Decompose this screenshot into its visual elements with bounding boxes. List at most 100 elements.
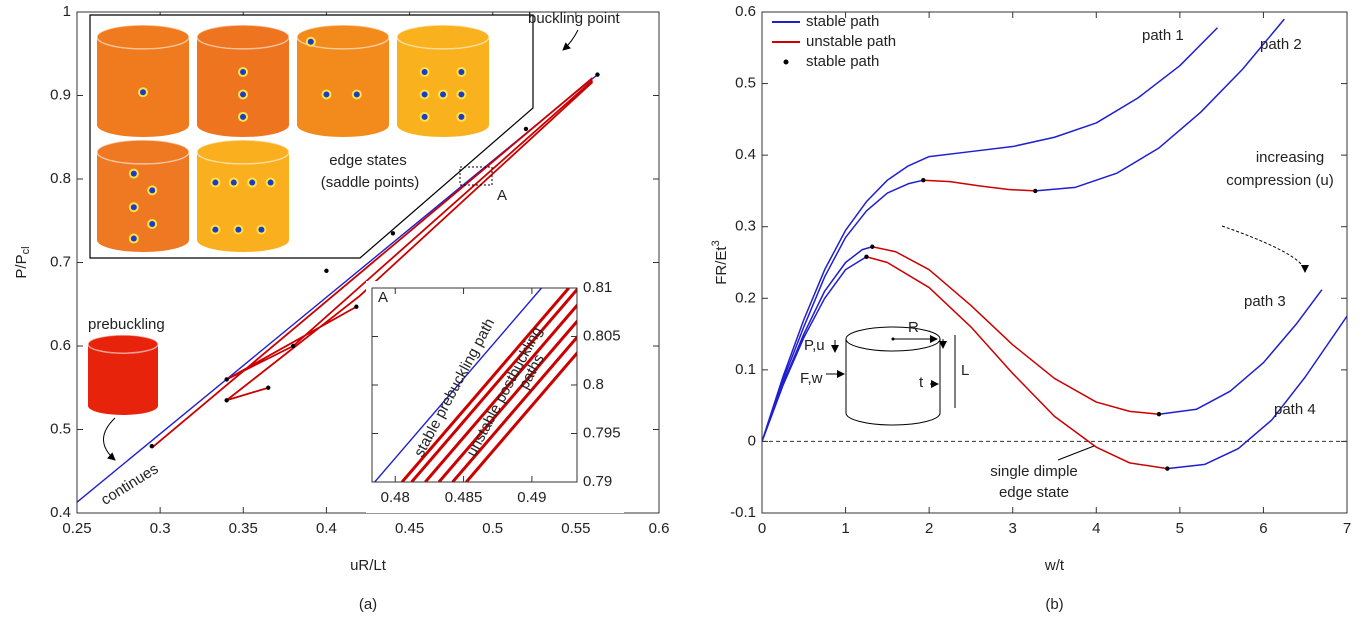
x-tick-label: 0 [758,520,766,537]
point [595,72,599,76]
legend-marker [784,60,789,65]
dimple [149,221,155,227]
annotation: prebuckling [88,316,165,333]
y-tick-label: 0.6 [735,3,756,20]
x-axis-label: uR/Lt [350,557,387,574]
y-tick-label: 0.8 [583,376,604,393]
y-axis-label: P/Pcl [13,246,32,278]
annotation: path 1 [1142,27,1184,44]
point [1033,189,1037,193]
y-tick-label: 0.6 [50,337,71,354]
y-tick-label: -0.1 [730,504,756,521]
cylinder-image [297,25,389,137]
dimple [440,91,446,97]
y-tick-label: 0.805 [583,327,621,344]
diagram-label: P,u [804,337,825,354]
legend-label: stable path [806,13,879,30]
panel-a: 0.250.30.350.40.450.50.550.60.40.50.60.7… [13,3,669,613]
dimple [458,69,464,75]
cylinder-top [397,25,489,49]
y-label-sup: 3 [710,240,722,246]
y-tick-label: 0.1 [735,361,756,378]
dimple [131,171,137,177]
x-tick-label: 6 [1259,520,1267,537]
point [291,344,295,348]
annotation: compression (u) [1226,172,1334,189]
x-tick-label: 0.55 [561,520,590,537]
cylinder-image [197,25,289,137]
point [864,255,868,259]
point [354,305,358,309]
y-tick-label: 0.3 [735,218,756,235]
x-tick-label: 0.35 [229,520,258,537]
cylinder-body [397,37,489,137]
point [391,231,395,235]
point [870,245,874,249]
cylinder-image [97,140,189,252]
dimple [231,180,237,186]
x-tick-label: 0.4 [316,520,337,537]
y-tick-label: 0.8 [50,170,71,187]
dimple [131,204,137,210]
x-tick-label: 0.49 [517,489,546,506]
point [524,127,528,131]
dimple [240,91,246,97]
y-label-main: FR/Et [713,246,730,285]
x-tick-label: 5 [1176,520,1184,537]
annotation: buckling point [528,10,621,27]
dimple [212,180,218,186]
plot-area [762,12,1347,513]
x-tick-label: 0.25 [62,520,91,537]
x-tick-label: 2 [925,520,933,537]
dimple [422,91,428,97]
annotation: edge states [329,152,407,169]
dimple [268,180,274,186]
dimple [149,187,155,193]
annotation: (saddle points) [321,174,419,191]
x-tick-label: 1 [841,520,849,537]
cylinder-body [97,37,189,137]
y-tick-label: 0.2 [735,289,756,306]
annotation: path 4 [1274,401,1316,418]
y-tick-label: 0.81 [583,279,612,296]
x-tick-label: 3 [1009,520,1017,537]
cylinder-image [397,25,489,137]
point [224,398,228,402]
diagram-label: F,w [800,370,823,387]
x-tick-label: 0.3 [150,520,171,537]
dimple [422,114,428,120]
point [1165,466,1169,470]
y-label-sub: cl [20,246,32,254]
dimple [458,114,464,120]
dot [892,338,895,341]
x-tick-label: 0.5 [482,520,503,537]
point [921,178,925,182]
x-tick-label: 0.48 [381,489,410,506]
dimple [354,91,360,97]
y-tick-label: 0 [748,432,756,449]
point [1157,412,1161,416]
dimple [323,91,329,97]
x-tick-label: 4 [1092,520,1100,537]
cylinder-top [197,140,289,164]
x-axis-label: w/t [1044,557,1065,574]
cylinder-top [197,25,289,49]
annotation: path 3 [1244,293,1286,310]
dimple [422,69,428,75]
dimple [212,227,218,233]
legend-label: unstable path [806,33,896,50]
cylinder-top [97,140,189,164]
cylinder-top [97,25,189,49]
annotation: edge state [999,484,1069,501]
annotation: single dimple [990,463,1078,480]
dimple [458,91,464,97]
cylinder-body [88,344,158,415]
cylinder-image [88,335,158,415]
cylinder-body [197,152,289,252]
cylinder-image [97,25,189,137]
y-tick-label: 1 [63,3,71,20]
dimple [140,89,146,95]
point [150,444,154,448]
x-tick-label: 0.45 [395,520,424,537]
dimple [240,69,246,75]
